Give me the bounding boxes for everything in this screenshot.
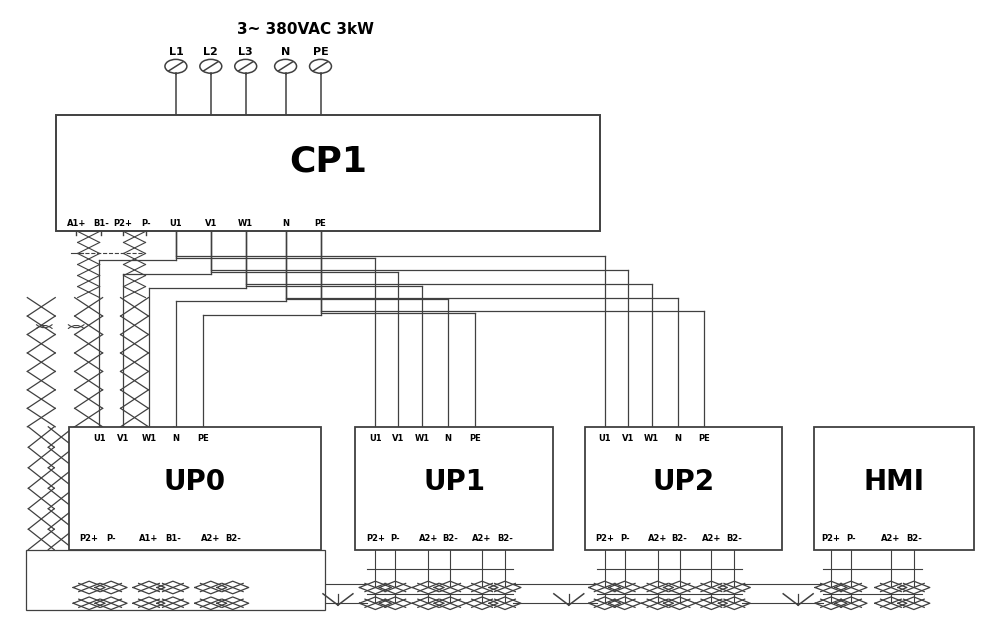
Text: UP2: UP2 (652, 468, 715, 496)
Text: CP1: CP1 (289, 144, 367, 179)
Text: B1-: B1- (165, 534, 181, 543)
Text: A1+: A1+ (139, 534, 159, 543)
Text: P2+: P2+ (366, 534, 385, 543)
Text: P2+: P2+ (595, 534, 614, 543)
Text: N: N (282, 219, 289, 228)
Text: PE: PE (313, 47, 328, 57)
Text: A2+: A2+ (648, 534, 667, 543)
Bar (26, 549, 325, 610)
Text: V1: V1 (117, 434, 129, 442)
Text: N: N (445, 434, 452, 442)
Text: B2-: B2- (726, 534, 742, 543)
Text: PE: PE (197, 434, 209, 442)
Bar (585, 427, 782, 549)
Text: P-: P- (846, 534, 856, 543)
Text: L2: L2 (203, 47, 218, 57)
Text: B1-: B1- (93, 219, 109, 228)
Text: P-: P- (620, 534, 629, 543)
Text: HMI: HMI (863, 468, 924, 496)
Text: U1: U1 (598, 434, 611, 442)
Text: U1: U1 (170, 219, 182, 228)
Text: A1+: A1+ (66, 219, 86, 228)
Text: B2-: B2- (906, 534, 922, 543)
Text: P-: P- (106, 534, 116, 543)
Text: B2-: B2- (225, 534, 241, 543)
Text: N: N (674, 434, 681, 442)
Text: UP1: UP1 (423, 468, 485, 496)
Text: U1: U1 (93, 434, 105, 442)
Text: A2+: A2+ (702, 534, 721, 543)
Text: B2-: B2- (442, 534, 458, 543)
Text: P-: P- (141, 219, 151, 228)
Text: U1: U1 (369, 434, 382, 442)
Text: V1: V1 (205, 219, 217, 228)
Text: P-: P- (390, 534, 400, 543)
Text: V1: V1 (392, 434, 404, 442)
Text: W1: W1 (141, 434, 157, 442)
Text: W1: W1 (644, 434, 659, 442)
Text: PE: PE (469, 434, 481, 442)
Text: L1: L1 (169, 47, 183, 57)
Text: UP0: UP0 (164, 468, 226, 496)
Bar (56, 115, 600, 232)
Text: A2+: A2+ (201, 534, 220, 543)
Text: B2-: B2- (672, 534, 687, 543)
Text: 3~ 380VAC 3kW: 3~ 380VAC 3kW (237, 22, 374, 37)
Text: W1: W1 (415, 434, 430, 442)
Text: N: N (172, 434, 179, 442)
Text: A2+: A2+ (881, 534, 901, 543)
Text: A2+: A2+ (419, 534, 438, 543)
Text: V1: V1 (621, 434, 634, 442)
Text: PE: PE (315, 219, 326, 228)
Text: PE: PE (699, 434, 710, 442)
Text: B2-: B2- (497, 534, 513, 543)
Text: N: N (281, 47, 290, 57)
Text: L3: L3 (238, 47, 253, 57)
Text: A2+: A2+ (472, 534, 492, 543)
Text: P2+: P2+ (822, 534, 841, 543)
Bar (69, 427, 320, 549)
Text: P2+: P2+ (80, 534, 99, 543)
Text: P2+: P2+ (114, 219, 133, 228)
Text: W1: W1 (238, 219, 253, 228)
Bar (814, 427, 974, 549)
Bar (355, 427, 553, 549)
